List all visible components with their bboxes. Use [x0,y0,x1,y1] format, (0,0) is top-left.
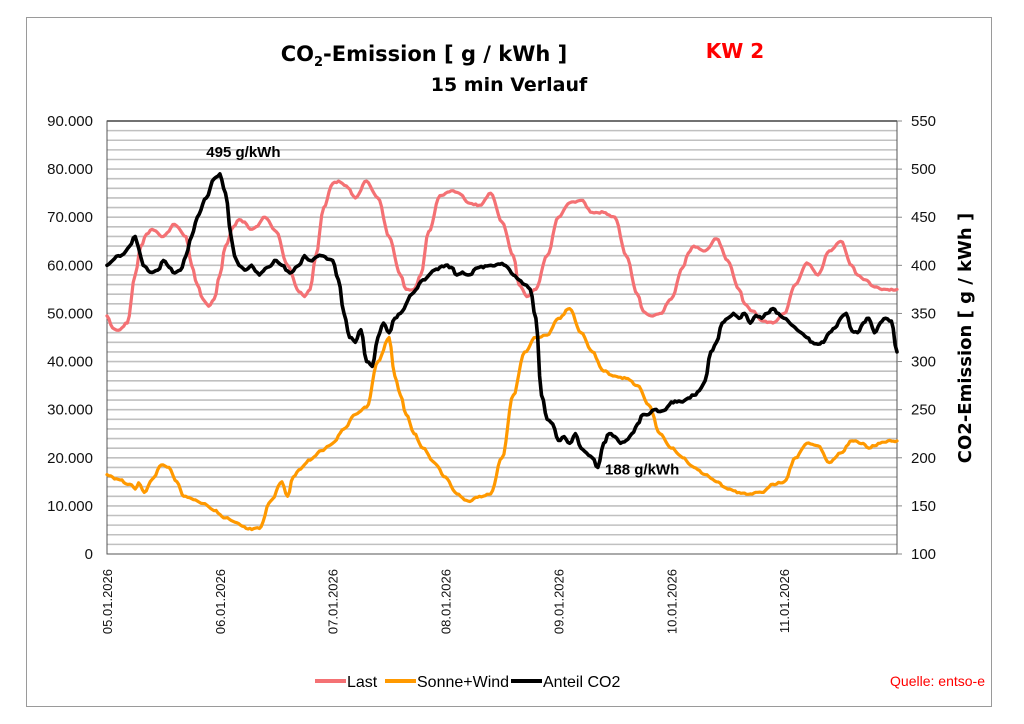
legend-item-last[interactable]: Last [315,674,378,691]
chart-svg: 0 10.000 20.000 30.000 40.000 50.000 60.000 70.… [47,39,985,691]
y-left-tick-label: 70.000 [47,209,93,226]
x-tick-label: 07.01.2026 [326,569,341,634]
y-axis-right-label: CO2-Emission [ g / kWh ] [955,213,976,463]
series-layer [105,172,899,532]
chart-frame: 0 10.000 20.000 30.000 40.000 50.000 60.000 70.… [26,17,992,707]
legend-item-anteil-co2[interactable]: Anteil CO2 [511,674,620,691]
y-axis-left: 0 10.000 20.000 30.000 40.000 50.000 60.000 70.… [47,113,93,563]
chart-title: CO2-Emission [ g / kWh ] [281,42,568,70]
source-label: Quelle: entso-e [890,673,985,689]
y-right-tick-label: 400 [911,257,936,274]
x-tick-label: 08.01.2026 [439,569,454,634]
legend-label-anteil-co2: Anteil CO2 [543,674,620,691]
y-right-tick-label: 450 [911,209,936,226]
legend-label-last: Last [347,674,378,691]
y-right-tick-label: 300 [911,354,936,371]
x-tick-label: 05.01.2026 [100,569,115,634]
chart-subtitle: 15 min Verlauf [431,74,588,96]
y-right-tick-label: 250 [911,402,936,419]
plot-area [106,120,898,555]
x-tick-label: 09.01.2026 [551,569,566,634]
gridlines [107,120,898,554]
y-right-tick-label: 550 [911,113,936,130]
x-tick-label: 06.01.2026 [213,569,228,634]
y-right-tick-label: 350 [911,305,936,322]
x-tick-label: 11.01.2026 [777,569,792,633]
y-left-tick-label: 80.000 [47,161,93,178]
x-tick-label: 10.01.2026 [664,569,679,634]
series-line-last [105,179,899,332]
x-axis: 05.01.2026 06.01.2026 07.01.2026 08.01.2026… [100,569,792,634]
y-left-tick-label: 90.000 [47,113,93,130]
y-left-tick-label: 10.000 [47,498,93,515]
y-left-tick-label: 20.000 [47,450,93,467]
y-left-tick-label: 0 [85,546,93,563]
series-line-sonne-wind [105,307,899,532]
y-right-tick-label: 500 [911,161,936,178]
annotation-max: 495 g/kWh [206,144,280,161]
legend: Last Sonne+Wind Anteil CO2 [315,674,620,691]
y-left-tick-label: 60.000 [47,257,93,274]
legend-item-sonne-wind[interactable]: Sonne+Wind [385,674,509,691]
y-right-tick-label: 100 [911,546,936,563]
series-line-anteil-co2 [105,172,899,470]
y-axis-right: 100 150 200 250 300 350 400 450 500 550 [897,113,936,563]
y-left-tick-label: 40.000 [47,354,93,371]
y-left-tick-label: 30.000 [47,402,93,419]
y-right-tick-label: 150 [911,498,936,515]
y-right-tick-label: 200 [911,450,936,467]
legend-label-sonne-wind: Sonne+Wind [417,674,509,691]
annotation-min: 188 g/kWh [605,461,679,478]
week-label: KW 2 [706,39,764,63]
y-left-tick-label: 50.000 [47,305,93,322]
